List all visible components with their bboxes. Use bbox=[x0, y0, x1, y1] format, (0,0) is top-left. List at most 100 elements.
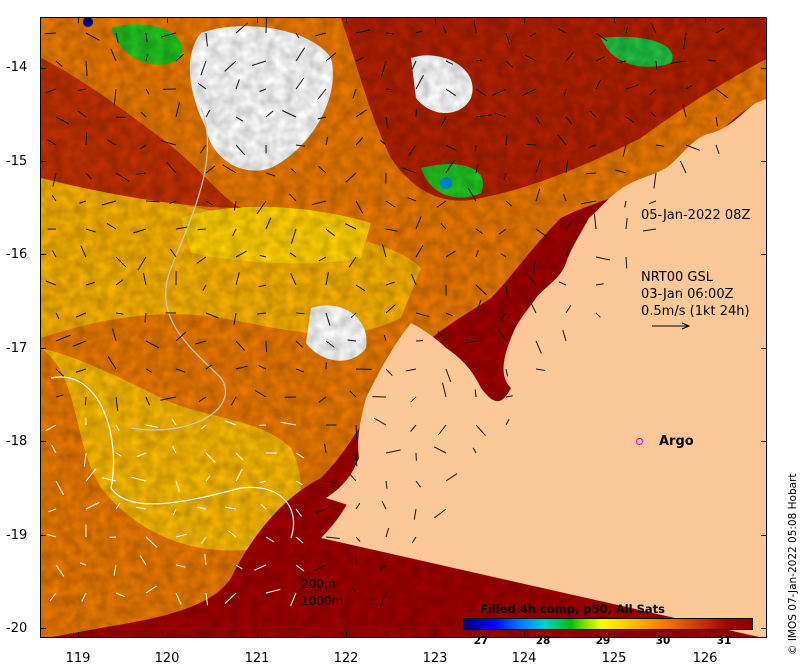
current-vector bbox=[505, 200, 513, 207]
colorbar-tick-label: 28 bbox=[535, 635, 551, 647]
current-vector bbox=[533, 256, 537, 273]
x-tick-mark bbox=[346, 632, 347, 638]
current-vector bbox=[385, 32, 394, 35]
current-vector bbox=[715, 27, 725, 34]
y-tick-mark bbox=[761, 161, 767, 162]
current-vector bbox=[415, 108, 417, 118]
current-vector bbox=[472, 362, 477, 370]
x-tick-label: 119 bbox=[65, 651, 91, 666]
current-vector bbox=[79, 562, 87, 566]
current-vector bbox=[110, 48, 117, 62]
current-vector bbox=[131, 476, 147, 482]
current-vector bbox=[115, 172, 130, 182]
current-vector bbox=[355, 536, 361, 542]
current-vector bbox=[410, 424, 417, 432]
current-vector bbox=[289, 193, 297, 202]
current-vector bbox=[437, 331, 447, 342]
current-vector bbox=[475, 59, 483, 62]
current-vector bbox=[280, 421, 297, 426]
current-vector bbox=[413, 508, 417, 520]
current-vector bbox=[235, 468, 243, 482]
current-vector bbox=[290, 168, 297, 174]
current-vector bbox=[145, 396, 150, 406]
current-vector bbox=[222, 164, 237, 174]
current-vector bbox=[115, 396, 119, 412]
current-vector bbox=[410, 396, 417, 403]
sst-map bbox=[41, 18, 766, 637]
current-vector bbox=[205, 364, 212, 370]
current-vector bbox=[642, 228, 657, 232]
current-time-label: 03-Jan 06:00Z bbox=[641, 287, 734, 302]
current-vector bbox=[355, 57, 364, 62]
x-tick-mark bbox=[705, 632, 706, 638]
current-vector bbox=[55, 116, 70, 125]
current-vector bbox=[85, 32, 100, 41]
current-vector bbox=[205, 592, 208, 606]
current-vector bbox=[135, 506, 147, 510]
current-vector bbox=[325, 312, 331, 326]
current-vector bbox=[648, 200, 657, 205]
current-vector bbox=[45, 280, 57, 286]
current-vector bbox=[169, 200, 177, 204]
current-vector bbox=[75, 368, 87, 373]
current-vector bbox=[85, 172, 92, 180]
current-vector bbox=[317, 165, 327, 174]
current-vector bbox=[45, 88, 57, 94]
current-vector bbox=[535, 188, 541, 202]
current-vector bbox=[411, 60, 417, 70]
current-vector bbox=[254, 564, 267, 571]
current-vector bbox=[475, 164, 479, 174]
current-vector bbox=[503, 172, 507, 181]
colorbar-tick-label: 30 bbox=[655, 635, 671, 647]
current-vector bbox=[265, 217, 272, 230]
current-vector bbox=[715, 88, 729, 99]
current-vector bbox=[85, 132, 88, 146]
current-vector bbox=[230, 396, 237, 406]
current-vector bbox=[411, 536, 417, 544]
current-vector bbox=[295, 77, 305, 90]
current-vector bbox=[172, 445, 177, 454]
credit-text: © IMOS 07-Jan-2022 05:08 Hobart bbox=[787, 473, 799, 655]
current-vector bbox=[405, 368, 417, 372]
current-vector bbox=[433, 446, 447, 454]
current-vector bbox=[55, 394, 64, 398]
contour-200m bbox=[50, 376, 295, 539]
current-vector bbox=[106, 139, 117, 146]
current-vector bbox=[200, 60, 207, 76]
current-vector bbox=[258, 365, 267, 370]
current-vector bbox=[84, 396, 87, 406]
argo-label: Argo bbox=[659, 434, 694, 449]
x-tick-mark bbox=[78, 632, 79, 638]
current-vector bbox=[445, 250, 456, 258]
current-vector bbox=[535, 159, 541, 174]
current-vector bbox=[715, 144, 720, 154]
current-vector bbox=[355, 424, 358, 441]
current-vector bbox=[685, 144, 700, 151]
current-vector bbox=[44, 32, 57, 35]
current-vector bbox=[410, 273, 417, 286]
current-vector bbox=[524, 54, 537, 62]
sst-colorbar bbox=[463, 618, 753, 630]
current-vector bbox=[295, 480, 303, 486]
current-vector bbox=[145, 368, 153, 373]
current-vector bbox=[311, 200, 327, 206]
current-vector bbox=[55, 480, 65, 496]
current-vector bbox=[314, 564, 327, 572]
current-vector bbox=[265, 172, 276, 177]
current-vector bbox=[385, 116, 389, 129]
current-vector bbox=[175, 480, 180, 492]
current-vector bbox=[139, 144, 147, 150]
current-vector bbox=[80, 245, 87, 258]
current-vector bbox=[649, 88, 657, 96]
datetime-label: 05-Jan-2022 08Z bbox=[641, 208, 751, 223]
current-vector bbox=[295, 47, 306, 62]
current-vector bbox=[625, 84, 640, 90]
current-vector bbox=[650, 22, 657, 34]
current-vector bbox=[48, 508, 57, 513]
current-vector bbox=[194, 340, 207, 345]
current-vector bbox=[55, 312, 60, 320]
current-vector bbox=[51, 195, 57, 202]
current-vector bbox=[415, 74, 424, 90]
current-vector bbox=[259, 88, 267, 92]
current-vector bbox=[101, 477, 117, 482]
